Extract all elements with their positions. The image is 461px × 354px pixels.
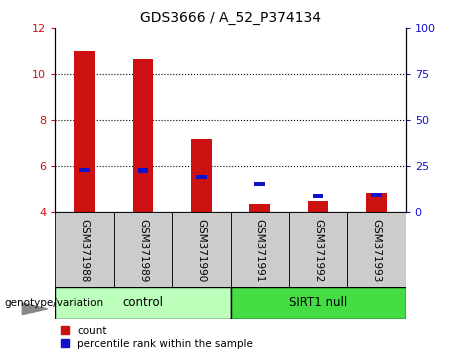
Bar — [74, 51, 95, 212]
Bar — [249, 204, 270, 212]
Bar — [347, 212, 406, 290]
Bar — [230, 287, 406, 319]
Bar — [55, 287, 230, 319]
Bar — [371, 193, 382, 197]
Bar — [133, 59, 153, 212]
Bar — [172, 212, 230, 290]
Bar — [55, 212, 114, 290]
Text: GSM371990: GSM371990 — [196, 219, 207, 282]
Legend: count, percentile rank within the sample: count, percentile rank within the sample — [60, 326, 253, 349]
Text: SIRT1 null: SIRT1 null — [289, 296, 347, 309]
Bar — [313, 194, 323, 198]
Text: GSM371992: GSM371992 — [313, 219, 323, 282]
Polygon shape — [22, 303, 48, 315]
Bar — [254, 182, 265, 186]
Text: GSM371989: GSM371989 — [138, 219, 148, 282]
Text: GSM371991: GSM371991 — [254, 219, 265, 282]
Text: control: control — [123, 296, 163, 309]
Bar — [79, 168, 90, 172]
Bar — [289, 212, 347, 290]
Bar — [308, 201, 328, 212]
Bar — [138, 169, 148, 173]
Bar — [191, 139, 212, 212]
Text: GSM371988: GSM371988 — [79, 219, 89, 282]
Bar — [230, 212, 289, 290]
Text: GSM371993: GSM371993 — [372, 219, 382, 282]
Bar — [366, 193, 387, 212]
Bar — [196, 175, 207, 179]
Text: genotype/variation: genotype/variation — [5, 298, 104, 308]
Bar — [114, 212, 172, 290]
Title: GDS3666 / A_52_P374134: GDS3666 / A_52_P374134 — [140, 11, 321, 24]
